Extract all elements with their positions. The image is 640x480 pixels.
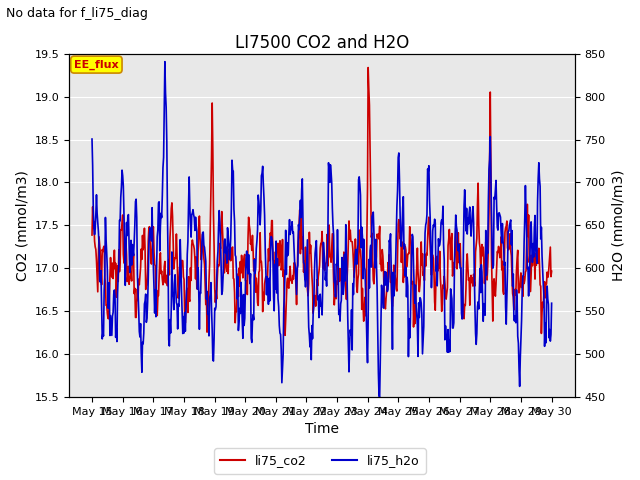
Y-axis label: H2O (mmol/m3): H2O (mmol/m3): [611, 169, 625, 281]
Y-axis label: CO2 (mmol/m3): CO2 (mmol/m3): [15, 170, 29, 281]
Legend: li75_co2, li75_h2o: li75_co2, li75_h2o: [214, 448, 426, 474]
Text: EE_flux: EE_flux: [74, 60, 118, 70]
X-axis label: Time: Time: [305, 422, 339, 436]
Line: li75_co2: li75_co2: [92, 68, 552, 336]
Title: LI7500 CO2 and H2O: LI7500 CO2 and H2O: [235, 34, 409, 52]
Line: li75_h2o: li75_h2o: [92, 61, 552, 397]
Text: No data for f_li75_diag: No data for f_li75_diag: [6, 7, 148, 20]
